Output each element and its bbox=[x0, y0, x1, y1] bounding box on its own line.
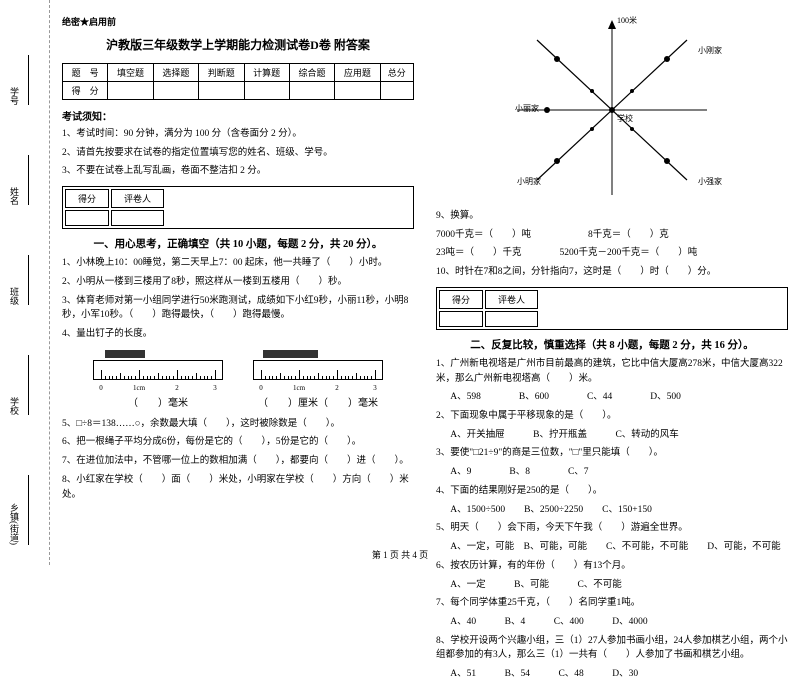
notice-item: 3、不要在试卷上乱写乱画，卷面不整洁扣 2 分。 bbox=[62, 164, 414, 179]
score-header: 选择题 bbox=[153, 64, 198, 82]
s2q7: 7、每个同学体重25千克，（ ）名同学重1吨。 bbox=[436, 596, 788, 611]
q3: 3、体育老师对第一小组同学进行50米跑测试，成绩如下小红9秒，小丽11秒，小明8… bbox=[62, 294, 414, 323]
nail-icon bbox=[105, 350, 145, 358]
dlabel-center: 学校 bbox=[617, 113, 633, 124]
score-header: 题 号 bbox=[63, 64, 108, 82]
grade-cell bbox=[485, 311, 538, 327]
ruler-right-wrap: 01cm23 （ ）厘米（ ）毫米 bbox=[253, 350, 383, 409]
s2q5: 5、明天（ ）会下雨，今天下午我（ ）游遍全世界。 bbox=[436, 521, 788, 536]
score-cell bbox=[199, 82, 244, 100]
notice-item: 1、考试时间：90 分钟，满分为 100 分（含卷面分 2 分）。 bbox=[62, 127, 414, 142]
s2q4: 4、下面的结果刚好是250的是（ ）。 bbox=[436, 484, 788, 499]
page-footer: 第 1 页 共 4 页 bbox=[0, 548, 800, 561]
score-cell bbox=[244, 82, 289, 100]
binding-label-class: 班级 bbox=[8, 287, 21, 305]
score-header: 判断题 bbox=[199, 64, 244, 82]
binding-margin: 乡镇(街道) 学校 班级 姓名 学号 bbox=[0, 0, 50, 565]
s2q8: 8、学校开设两个兴趣小组，三（1）27人参加书画小组，24人参加棋艺小组，两个小… bbox=[436, 634, 788, 663]
s2q2: 2、下面现象中属于平移现象的是（ ）。 bbox=[436, 409, 788, 424]
notice-heading: 考试须知： bbox=[62, 108, 414, 123]
content-columns: 绝密★启用前 沪教版三年级数学上学期能力检测试卷D卷 附答案 题 号 填空题 选… bbox=[50, 0, 800, 565]
page: 乡镇(街道) 学校 班级 姓名 学号 绝密★启用前 沪教版三年级数学上学期能力检… bbox=[0, 0, 800, 565]
section1-title: 一、用心思考，正确填空（共 10 小题，每题 2 分，共 20 分）。 bbox=[62, 236, 414, 251]
q1: 1、小林晚上10：00睡觉，第二天早上7：00 起床，他一共睡了（ ）小时。 bbox=[62, 256, 414, 271]
grade-right: 评卷人 bbox=[485, 290, 538, 309]
ruler-row: 01cm23 （ ）毫米 01cm23 （ ）厘米（ ）毫米 bbox=[62, 350, 414, 409]
score-header: 计算题 bbox=[244, 64, 289, 82]
dlabel-top: 100米 bbox=[617, 15, 637, 26]
notice-item: 2、请首先按要求在试卷的指定位置填写您的姓名、班级、学号。 bbox=[62, 146, 414, 161]
ruler-right-label: （ ）厘米（ ）毫米 bbox=[253, 394, 383, 409]
grade-left: 得分 bbox=[439, 290, 483, 309]
ruler-right: 01cm23 bbox=[253, 350, 383, 392]
score-header: 总分 bbox=[380, 64, 413, 82]
q9a: 7000千克＝（ ）吨 8千克＝（ ）克 bbox=[436, 228, 788, 243]
dlabel-ne: 小刚家 bbox=[698, 45, 722, 56]
binding-field bbox=[28, 255, 29, 305]
q9: 9、换算。 bbox=[436, 209, 788, 224]
q7: 7、在进位加法中，不管哪一位上的数相加满（ ），都要向（ ）进（ ）。 bbox=[62, 454, 414, 469]
s2q1: 1、广州新电视塔是广州市目前最高的建筑，它比中信大厦高278米，中信大厦高322… bbox=[436, 357, 788, 386]
score-cell bbox=[289, 82, 334, 100]
grade-left: 得分 bbox=[65, 189, 109, 208]
dlabel-w: 小丽家 bbox=[515, 103, 539, 114]
s2q3: 3、要使"□21÷9"的商是三位数，"□"里只能填（ ）。 bbox=[436, 446, 788, 461]
binding-field bbox=[28, 355, 29, 415]
grade-cell bbox=[65, 210, 109, 226]
s2q4o: A、1500÷500 B、2500÷2250 C、150+150 bbox=[436, 503, 788, 518]
grade-right: 评卷人 bbox=[111, 189, 164, 208]
q6: 6、把一根绳子平均分成6份，每份是它的（ ），5份是它的（ ）。 bbox=[62, 435, 414, 450]
score-table: 题 号 填空题 选择题 判断题 计算题 综合题 应用题 总分 得 分 bbox=[62, 63, 414, 100]
dlabel-se: 小强家 bbox=[698, 176, 722, 187]
q4: 4、量出钉子的长度。 bbox=[62, 327, 414, 342]
binding-field bbox=[28, 55, 29, 105]
binding-label-school: 学校 bbox=[8, 397, 21, 415]
right-column: 100米 小刚家 小丽家 小强家 小明家 学校 9、换算。 7000千克＝（ ）… bbox=[436, 15, 788, 553]
s2q8o: A、51 B、54 C、48 D、30 bbox=[436, 667, 788, 682]
dlabel-sw: 小明家 bbox=[517, 176, 541, 187]
grade-box: 得分评卷人 bbox=[62, 186, 414, 229]
binding-field bbox=[28, 475, 29, 545]
secret-mark: 绝密★启用前 bbox=[62, 15, 414, 28]
q9b: 23吨＝（ ）千克 5200千克－200千克＝（ ）吨 bbox=[436, 246, 788, 261]
grade-cell bbox=[439, 311, 483, 327]
exam-title: 沪教版三年级数学上学期能力检测试卷D卷 附答案 bbox=[62, 36, 414, 53]
ruler-left: 01cm23 bbox=[93, 350, 223, 392]
s2q3o: A、9 B、8 C、7 bbox=[436, 465, 788, 480]
ruler-left-label: （ ）毫米 bbox=[93, 394, 223, 409]
score-cell bbox=[380, 82, 413, 100]
section2-title: 二、反复比较，慎重选择（共 8 小题，每题 2 分，共 16 分）。 bbox=[436, 337, 788, 352]
ruler-left-wrap: 01cm23 （ ）毫米 bbox=[93, 350, 223, 409]
binding-label-id: 学号 bbox=[8, 87, 21, 105]
binding-field bbox=[28, 155, 29, 205]
score-cell bbox=[335, 82, 380, 100]
q2: 2、小明从一楼到三楼用了8秒，照这样从一楼到五楼用（ ）秒。 bbox=[62, 275, 414, 290]
s2q6o: A、一定 B、可能 C、不可能 bbox=[436, 578, 788, 593]
q8: 8、小红家在学校（ ）面（ ）米处，小明家在学校（ ）方向（ ）米处。 bbox=[62, 473, 414, 502]
score-cell bbox=[108, 82, 153, 100]
s2q1o: A、598 B、600 C、44 D、500 bbox=[436, 390, 788, 405]
grade-cell bbox=[111, 210, 164, 226]
left-column: 绝密★启用前 沪教版三年级数学上学期能力检测试卷D卷 附答案 题 号 填空题 选… bbox=[62, 15, 414, 553]
score-header: 综合题 bbox=[289, 64, 334, 82]
s2q7o: A、40 B、4 C、400 D、4000 bbox=[436, 615, 788, 630]
score-header: 应用题 bbox=[335, 64, 380, 82]
grade-box: 得分评卷人 bbox=[436, 287, 788, 330]
score-cell bbox=[153, 82, 198, 100]
binding-label-township: 乡镇(街道) bbox=[8, 503, 21, 545]
binding-label-name: 姓名 bbox=[8, 187, 21, 205]
q5: 5、□÷8＝138……○，余数最大填（ ），这时被除数是（ ）。 bbox=[62, 417, 414, 432]
direction-diagram: 100米 小刚家 小丽家 小强家 小明家 学校 bbox=[497, 15, 727, 205]
s2q2o: A、开关抽屉 B、拧开瓶盖 C、转动的风车 bbox=[436, 428, 788, 443]
q10: 10、时针在7和8之间，分针指向7，这时是（ ）时（ ）分。 bbox=[436, 265, 788, 280]
nail-icon bbox=[263, 350, 318, 358]
score-header: 填空题 bbox=[108, 64, 153, 82]
score-row-label: 得 分 bbox=[63, 82, 108, 100]
